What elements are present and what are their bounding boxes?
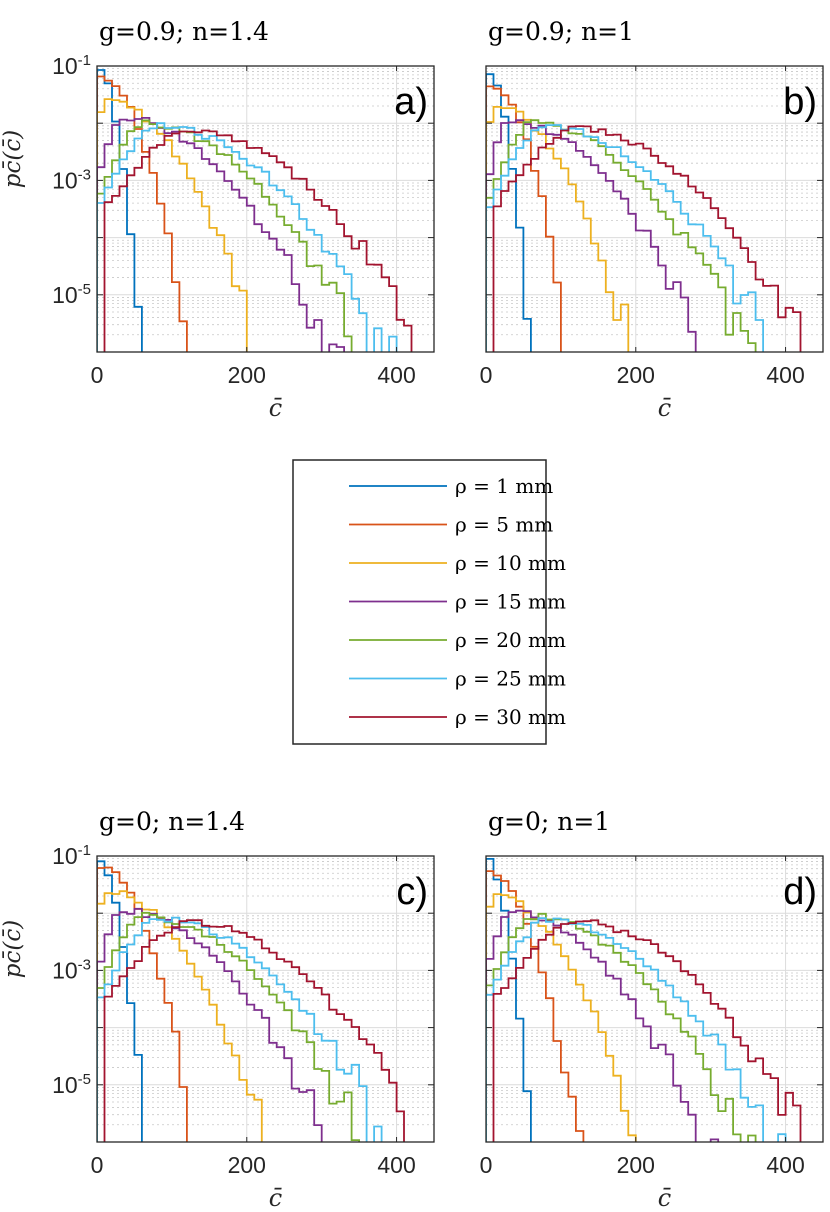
panel-title: g=0; n=1 (488, 807, 610, 836)
panel-title: g=0.9; n=1.4 (99, 17, 269, 46)
axes-box (96, 855, 435, 1143)
x-tick-label: 200 (228, 1152, 266, 1178)
series-line-6 (486, 124, 764, 352)
plot-area (97, 856, 434, 1142)
series-line-5 (97, 911, 360, 1142)
panel-a: 0 200 400 10-1 10-3 10-5 g=0.9; n=1.4 a) c̄ pc̄(c… (0, 17, 435, 422)
series-line-7 (103, 919, 405, 1142)
panel-label: c) (396, 871, 428, 913)
series-line-7 (492, 919, 802, 1142)
series-line-2 (486, 870, 585, 1142)
panel-title: g=0; n=1.4 (99, 807, 245, 836)
legend-item: ρ = 15 mm (349, 590, 566, 614)
y-tick-label: 10-3 (52, 166, 91, 193)
series-line-3 (97, 890, 263, 1142)
x-tick-label: 0 (480, 1152, 493, 1178)
series-line-1 (97, 69, 143, 352)
x-axis-label: c̄ (658, 394, 672, 422)
series-line-6 (97, 122, 398, 352)
series-line-5 (486, 119, 757, 352)
legend-label: ρ = 25 mm (455, 667, 566, 691)
y-tick-label: 10-5 (52, 1071, 91, 1098)
legend-item: ρ = 20 mm (349, 628, 566, 652)
series-line-7 (103, 129, 413, 352)
series-line-3 (97, 98, 248, 352)
x-tick-label: 200 (617, 362, 655, 388)
series-group (486, 858, 802, 1142)
panel-c: 0 200 400 10-1 10-3 10-5 g=0; n=1.4 c) c̄ pc̄(c̄) (0, 807, 435, 1212)
panels: 0 200 400 10-1 10-3 10-5 g=0.9; n=1.4 a) c̄ pc̄(c… (0, 17, 824, 1212)
legend-item: ρ = 30 mm (349, 705, 566, 729)
series-group (97, 69, 413, 352)
y-tick-label: 10-1 (52, 52, 91, 79)
x-tick-label: 400 (377, 362, 415, 388)
panel-b: 0 200 400 g=0.9; n=1 b) c̄ (480, 17, 824, 422)
plot-area (97, 66, 434, 352)
y-axis-label: pc̄(c̄) (0, 920, 26, 978)
legend-label: ρ = 1 mm (455, 474, 553, 498)
x-axis-label: c̄ (269, 394, 283, 422)
legend-items: ρ = 1 mm ρ = 5 mm ρ = 10 mm ρ = 15 mm ρ = 20… (349, 474, 566, 729)
legend-label: ρ = 15 mm (455, 590, 566, 614)
series-line-1 (486, 858, 532, 1142)
y-axis-label: pc̄(c̄) (0, 130, 26, 188)
x-tick-label: 400 (766, 362, 804, 388)
legend-item: ρ = 25 mm (349, 667, 566, 691)
axes-box (96, 65, 435, 353)
series-line-3 (486, 106, 630, 352)
series-line-5 (486, 912, 757, 1142)
series-line-1 (486, 73, 532, 352)
legend-item: ρ = 10 mm (349, 551, 566, 575)
series-line-5 (97, 119, 353, 352)
panel-label: b) (783, 81, 817, 123)
legend-label: ρ = 30 mm (455, 705, 566, 729)
legend-item: ρ = 5 mm (349, 513, 553, 537)
panel-title: g=0.9; n=1 (488, 17, 634, 46)
panel-d: 0 200 400 g=0; n=1 d) c̄ (480, 807, 824, 1212)
x-tick-label: 400 (377, 1152, 415, 1178)
grid (96, 65, 434, 353)
series-line-4 (486, 119, 697, 352)
legend-item: ρ = 1 mm (349, 474, 553, 498)
legend-label: ρ = 5 mm (455, 513, 553, 537)
series-line-7 (492, 125, 802, 352)
x-tick-label: 0 (91, 1152, 104, 1178)
axes-box (485, 65, 824, 353)
panel-label: d) (783, 871, 817, 913)
x-tick-label: 200 (617, 1152, 655, 1178)
x-tick-label: 0 (91, 362, 104, 388)
series-group (97, 860, 405, 1142)
y-tick-label: 10-1 (52, 842, 91, 869)
grid (96, 855, 434, 1143)
x-tick-label: 200 (228, 362, 266, 388)
series-line-1 (97, 860, 143, 1142)
legend-label: ρ = 10 mm (455, 551, 566, 575)
series-line-6 (97, 916, 383, 1142)
series-group (486, 73, 802, 352)
y-tick-label: 10-3 (52, 956, 91, 983)
x-tick-label: 0 (480, 362, 493, 388)
series-line-4 (97, 117, 345, 352)
series-line-6 (486, 917, 787, 1142)
x-axis-label: c̄ (658, 1184, 672, 1212)
legend-label: ρ = 20 mm (455, 628, 566, 652)
x-tick-label: 400 (766, 1152, 804, 1178)
plot-area (486, 856, 823, 1142)
panel-label: a) (394, 81, 428, 123)
series-line-4 (486, 909, 720, 1142)
plot-area (486, 66, 823, 352)
y-tick-label: 10-5 (52, 281, 91, 308)
x-axis-label: c̄ (269, 1184, 283, 1212)
axes-box (485, 855, 824, 1143)
legend: ρ = 1 mm ρ = 5 mm ρ = 10 mm ρ = 15 mm ρ = 20… (292, 459, 566, 745)
